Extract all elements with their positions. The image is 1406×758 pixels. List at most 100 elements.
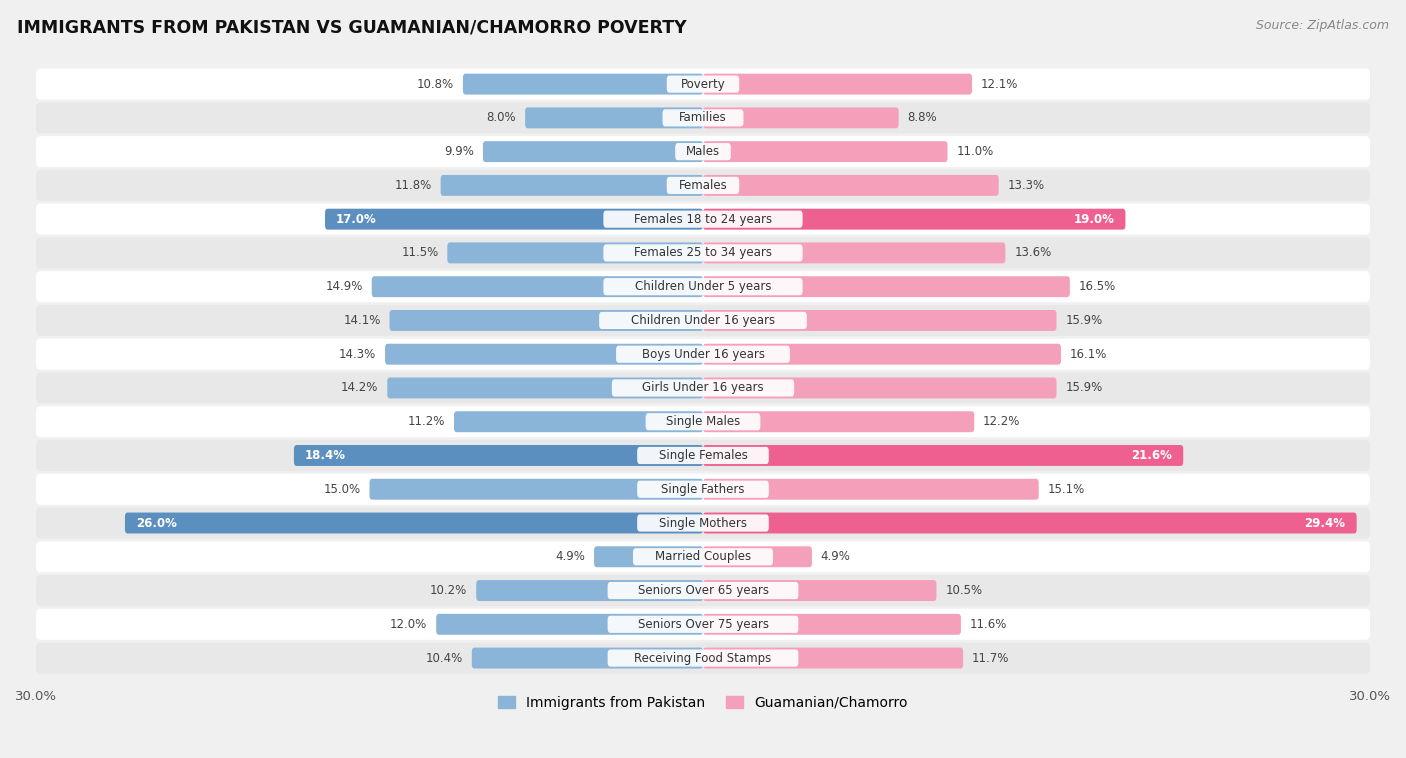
FancyBboxPatch shape: [370, 479, 703, 500]
FancyBboxPatch shape: [472, 647, 703, 669]
FancyBboxPatch shape: [37, 643, 1369, 674]
FancyBboxPatch shape: [666, 177, 740, 194]
Text: 15.1%: 15.1%: [1047, 483, 1085, 496]
FancyBboxPatch shape: [389, 310, 703, 331]
FancyBboxPatch shape: [616, 346, 790, 363]
FancyBboxPatch shape: [703, 614, 960, 634]
FancyBboxPatch shape: [37, 136, 1369, 168]
FancyBboxPatch shape: [703, 547, 811, 567]
Text: 10.8%: 10.8%: [416, 77, 454, 91]
FancyBboxPatch shape: [703, 343, 1062, 365]
Text: Married Couples: Married Couples: [655, 550, 751, 563]
Text: 12.1%: 12.1%: [981, 77, 1018, 91]
FancyBboxPatch shape: [37, 204, 1369, 235]
Text: 11.6%: 11.6%: [970, 618, 1007, 631]
Text: 12.2%: 12.2%: [983, 415, 1021, 428]
Text: 15.9%: 15.9%: [1066, 314, 1102, 327]
FancyBboxPatch shape: [703, 74, 972, 95]
FancyBboxPatch shape: [37, 440, 1369, 471]
FancyBboxPatch shape: [37, 609, 1369, 640]
Text: 19.0%: 19.0%: [1073, 213, 1115, 226]
Text: Receiving Food Stamps: Receiving Food Stamps: [634, 652, 772, 665]
FancyBboxPatch shape: [607, 650, 799, 666]
FancyBboxPatch shape: [703, 108, 898, 128]
Text: 14.3%: 14.3%: [339, 348, 377, 361]
Text: 11.0%: 11.0%: [956, 145, 994, 158]
FancyBboxPatch shape: [325, 208, 703, 230]
FancyBboxPatch shape: [603, 244, 803, 262]
FancyBboxPatch shape: [637, 447, 769, 464]
FancyBboxPatch shape: [599, 312, 807, 329]
Text: Seniors Over 75 years: Seniors Over 75 years: [637, 618, 769, 631]
FancyBboxPatch shape: [387, 377, 703, 399]
FancyBboxPatch shape: [703, 479, 1039, 500]
Text: Families: Families: [679, 111, 727, 124]
Text: Boys Under 16 years: Boys Under 16 years: [641, 348, 765, 361]
Legend: Immigrants from Pakistan, Guamanian/Chamorro: Immigrants from Pakistan, Guamanian/Cham…: [494, 690, 912, 715]
Text: 11.5%: 11.5%: [401, 246, 439, 259]
FancyBboxPatch shape: [524, 108, 703, 128]
FancyBboxPatch shape: [447, 243, 703, 263]
FancyBboxPatch shape: [294, 445, 703, 466]
FancyBboxPatch shape: [125, 512, 703, 534]
FancyBboxPatch shape: [703, 141, 948, 162]
FancyBboxPatch shape: [440, 175, 703, 196]
Text: 9.9%: 9.9%: [444, 145, 474, 158]
Text: 29.4%: 29.4%: [1305, 516, 1346, 530]
FancyBboxPatch shape: [645, 413, 761, 431]
FancyBboxPatch shape: [666, 76, 740, 92]
FancyBboxPatch shape: [37, 406, 1369, 437]
Text: 11.7%: 11.7%: [972, 652, 1010, 665]
FancyBboxPatch shape: [37, 372, 1369, 403]
FancyBboxPatch shape: [436, 614, 703, 634]
FancyBboxPatch shape: [37, 507, 1369, 538]
FancyBboxPatch shape: [37, 474, 1369, 505]
Text: 4.9%: 4.9%: [555, 550, 585, 563]
FancyBboxPatch shape: [703, 512, 1357, 534]
Text: 8.8%: 8.8%: [907, 111, 938, 124]
Text: 26.0%: 26.0%: [136, 516, 177, 530]
FancyBboxPatch shape: [603, 211, 803, 227]
FancyBboxPatch shape: [37, 102, 1369, 133]
FancyBboxPatch shape: [637, 515, 769, 531]
FancyBboxPatch shape: [703, 175, 998, 196]
FancyBboxPatch shape: [37, 305, 1369, 336]
Text: 15.9%: 15.9%: [1066, 381, 1102, 394]
FancyBboxPatch shape: [703, 243, 1005, 263]
FancyBboxPatch shape: [477, 580, 703, 601]
FancyBboxPatch shape: [703, 580, 936, 601]
Text: 11.2%: 11.2%: [408, 415, 446, 428]
FancyBboxPatch shape: [37, 271, 1369, 302]
FancyBboxPatch shape: [703, 377, 1056, 399]
FancyBboxPatch shape: [37, 541, 1369, 572]
FancyBboxPatch shape: [595, 547, 703, 567]
Text: 8.0%: 8.0%: [486, 111, 516, 124]
FancyBboxPatch shape: [612, 380, 794, 396]
Text: Poverty: Poverty: [681, 77, 725, 91]
Text: 21.6%: 21.6%: [1132, 449, 1173, 462]
Text: 10.4%: 10.4%: [426, 652, 463, 665]
FancyBboxPatch shape: [37, 68, 1369, 99]
Text: Children Under 5 years: Children Under 5 years: [634, 280, 772, 293]
FancyBboxPatch shape: [37, 170, 1369, 201]
Text: Females 18 to 24 years: Females 18 to 24 years: [634, 213, 772, 226]
Text: 13.3%: 13.3%: [1008, 179, 1045, 192]
Text: Males: Males: [686, 145, 720, 158]
FancyBboxPatch shape: [463, 74, 703, 95]
Text: 14.1%: 14.1%: [343, 314, 381, 327]
Text: Single Mothers: Single Mothers: [659, 516, 747, 530]
FancyBboxPatch shape: [607, 582, 799, 599]
FancyBboxPatch shape: [662, 109, 744, 127]
FancyBboxPatch shape: [675, 143, 731, 160]
Text: Single Fathers: Single Fathers: [661, 483, 745, 496]
FancyBboxPatch shape: [607, 615, 799, 633]
Text: Females: Females: [679, 179, 727, 192]
Text: 10.2%: 10.2%: [430, 584, 467, 597]
FancyBboxPatch shape: [454, 412, 703, 432]
FancyBboxPatch shape: [703, 445, 1184, 466]
FancyBboxPatch shape: [703, 310, 1056, 331]
FancyBboxPatch shape: [703, 412, 974, 432]
Text: Children Under 16 years: Children Under 16 years: [631, 314, 775, 327]
FancyBboxPatch shape: [482, 141, 703, 162]
Text: 13.6%: 13.6%: [1014, 246, 1052, 259]
